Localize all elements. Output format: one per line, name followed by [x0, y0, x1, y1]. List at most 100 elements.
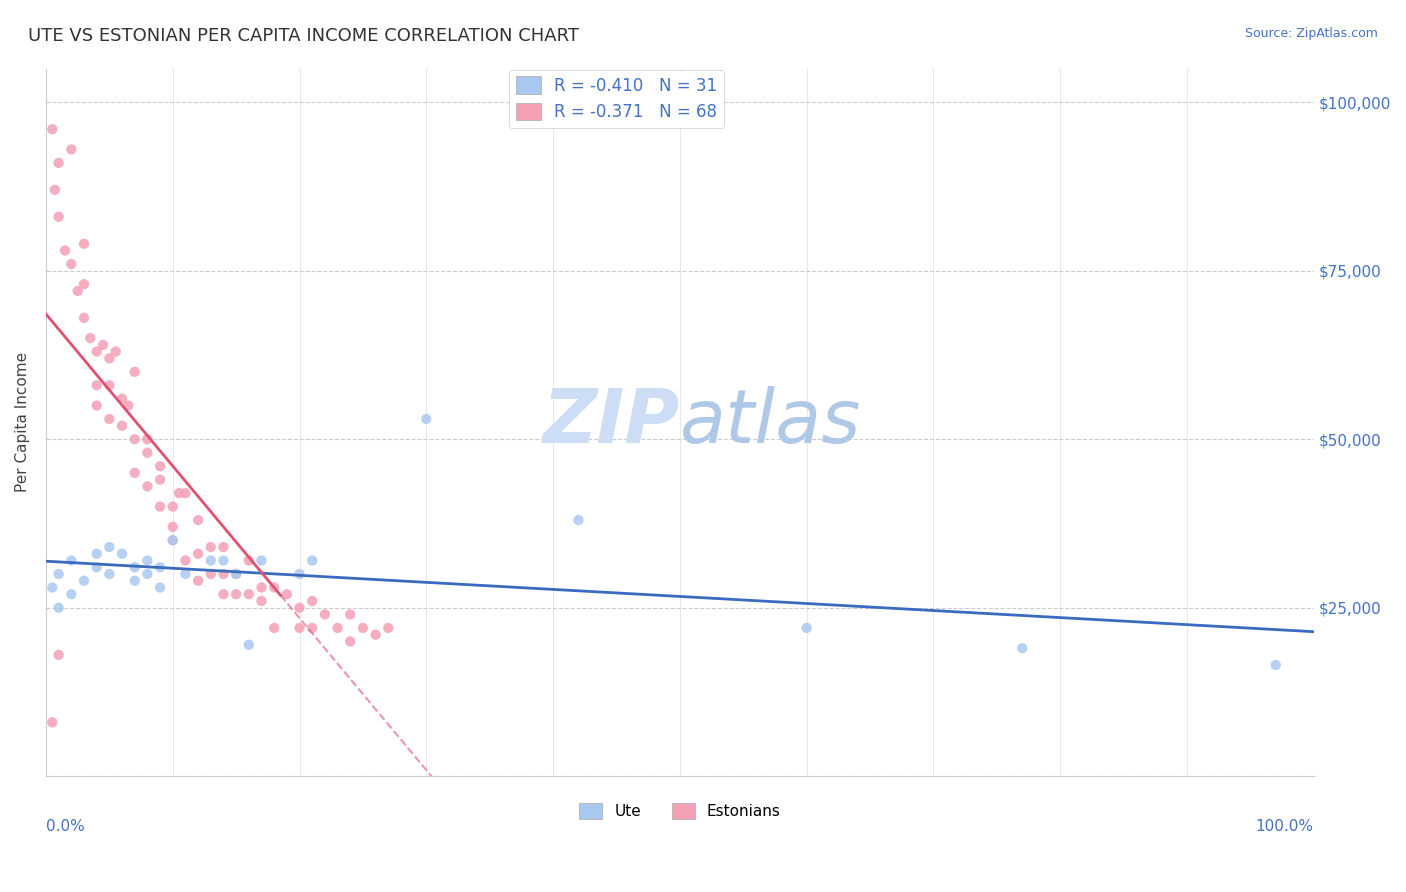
Point [187, 547, 209, 561]
Legend: Ute, Estonians: Ute, Estonians [574, 797, 787, 825]
Point [339, 607, 361, 622]
Point [44, 183, 66, 197]
Point [66, 284, 89, 298]
Point [41, 122, 63, 136]
Point [288, 600, 311, 615]
Point [41, 715, 63, 730]
Point [326, 621, 349, 635]
Point [136, 432, 159, 446]
Point [225, 587, 247, 601]
Point [187, 513, 209, 527]
Point [79, 331, 101, 345]
Text: UTE VS ESTONIAN PER CAPITA INCOME CORRELATION CHART: UTE VS ESTONIAN PER CAPITA INCOME CORREL… [28, 27, 579, 45]
Point [796, 621, 818, 635]
Point [86, 399, 108, 413]
Point [86, 378, 108, 392]
Point [276, 587, 298, 601]
Point [263, 621, 285, 635]
Point [167, 486, 190, 500]
Point [48, 156, 70, 170]
Point [136, 445, 159, 459]
Point [86, 344, 108, 359]
Point [60, 553, 83, 567]
Point [91, 338, 114, 352]
Point [415, 412, 437, 426]
Point [174, 553, 197, 567]
Point [53, 244, 76, 258]
Point [124, 560, 146, 574]
Point [149, 560, 172, 574]
Point [174, 566, 197, 581]
Point [73, 236, 96, 251]
Point [98, 540, 121, 554]
Point [377, 621, 399, 635]
Point [301, 621, 323, 635]
Point [250, 581, 273, 595]
Point [149, 459, 172, 474]
Point [60, 587, 83, 601]
Point [301, 594, 323, 608]
Point [174, 486, 197, 500]
Point [48, 600, 70, 615]
Point [149, 500, 172, 514]
Point [86, 547, 108, 561]
Text: 100.0%: 100.0% [1256, 819, 1313, 834]
Point [212, 540, 235, 554]
Point [136, 553, 159, 567]
Point [288, 566, 311, 581]
Point [162, 500, 184, 514]
Point [124, 574, 146, 588]
Point [212, 566, 235, 581]
Point [263, 581, 285, 595]
Point [124, 365, 146, 379]
Point [352, 621, 374, 635]
Point [124, 432, 146, 446]
Point [301, 553, 323, 567]
Point [86, 560, 108, 574]
Point [111, 418, 134, 433]
Point [111, 392, 134, 406]
Point [238, 587, 260, 601]
Point [136, 566, 159, 581]
Text: Source: ZipAtlas.com: Source: ZipAtlas.com [1244, 27, 1378, 40]
Point [1011, 641, 1033, 656]
Point [98, 378, 121, 392]
Point [288, 621, 311, 635]
Point [314, 607, 336, 622]
Point [117, 399, 139, 413]
Point [60, 257, 83, 271]
Point [73, 310, 96, 325]
Point [200, 540, 222, 554]
Point [48, 210, 70, 224]
Point [104, 344, 127, 359]
Point [238, 638, 260, 652]
Point [98, 412, 121, 426]
Point [212, 587, 235, 601]
Point [200, 566, 222, 581]
Point [111, 547, 134, 561]
Point [98, 351, 121, 366]
Point [98, 566, 121, 581]
Point [225, 566, 247, 581]
Y-axis label: Per Capita Income: Per Capita Income [15, 352, 30, 492]
Point [48, 566, 70, 581]
Point [1264, 657, 1286, 672]
Point [212, 553, 235, 567]
Point [124, 466, 146, 480]
Point [238, 553, 260, 567]
Text: 0.0%: 0.0% [46, 819, 84, 834]
Point [250, 594, 273, 608]
Text: atlas: atlas [681, 386, 862, 458]
Point [567, 513, 589, 527]
Point [149, 473, 172, 487]
Point [149, 581, 172, 595]
Point [162, 533, 184, 548]
Point [41, 581, 63, 595]
Point [364, 627, 387, 641]
Point [73, 277, 96, 292]
Point [162, 520, 184, 534]
Point [48, 648, 70, 662]
Point [136, 479, 159, 493]
Point [187, 574, 209, 588]
Point [60, 142, 83, 156]
